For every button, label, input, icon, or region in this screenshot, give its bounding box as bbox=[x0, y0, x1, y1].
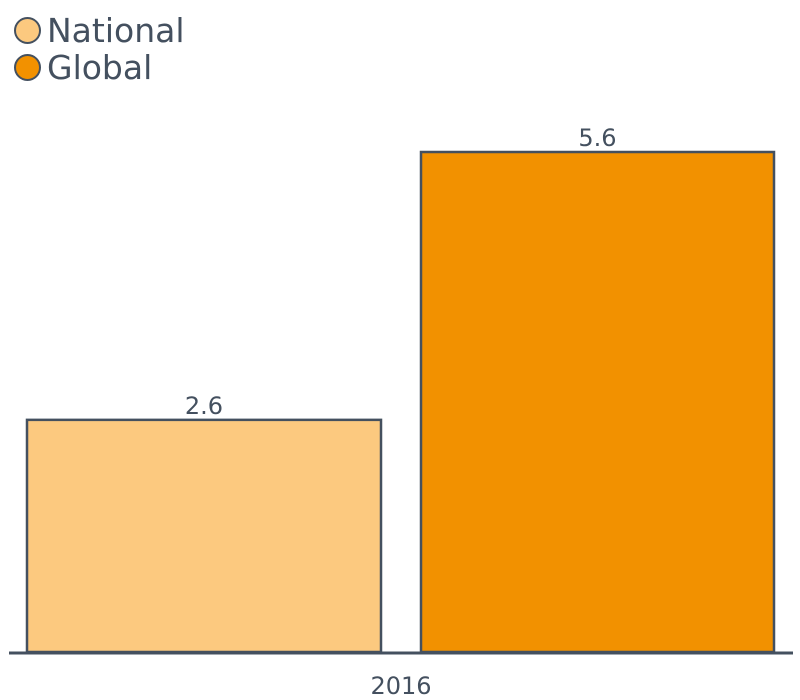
legend-label-national: National bbox=[47, 11, 185, 50]
legend-swatch-national bbox=[14, 17, 41, 44]
data-label-national: 2.6 bbox=[185, 392, 223, 420]
legend: National Global bbox=[14, 12, 185, 86]
legend-item-global[interactable]: Global bbox=[14, 49, 185, 86]
bar-national-2016[interactable] bbox=[25, 418, 383, 654]
legend-item-national[interactable]: National bbox=[14, 12, 185, 49]
x-tick-label-2016: 2016 bbox=[370, 672, 431, 700]
legend-label-global: Global bbox=[47, 48, 153, 87]
bar-global-2016[interactable] bbox=[419, 150, 776, 654]
legend-swatch-global bbox=[14, 54, 41, 81]
data-label-global: 5.6 bbox=[578, 124, 616, 152]
